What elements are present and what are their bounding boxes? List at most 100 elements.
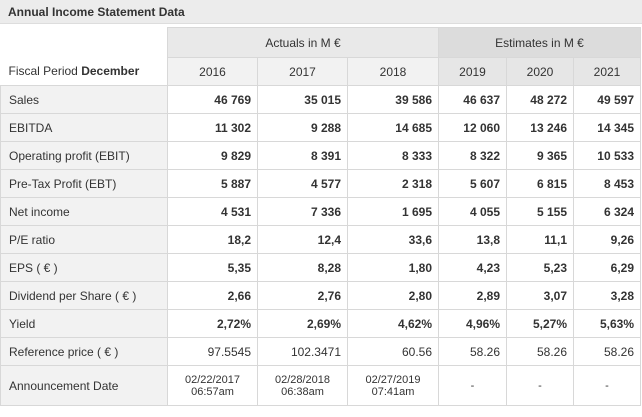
value-cell: 5 887 — [167, 169, 258, 198]
value-cell: 6 815 — [506, 169, 574, 198]
time-text: 06:38am — [281, 385, 324, 398]
row-label: Reference price ( € ) — [0, 337, 168, 366]
row-label: Yield — [0, 309, 168, 338]
value-cell: 8 453 — [573, 169, 641, 198]
data-row: Announcement Date 02/22/2017 06:57am 02/28/… — [0, 365, 641, 406]
year-header: 2018 — [347, 57, 439, 86]
year-header: 2021 — [573, 57, 641, 86]
value-cell: 2,72% — [167, 309, 258, 338]
data-row: Dividend per Share ( € ) 2,66 2,76 2,80 2,89… — [0, 281, 641, 310]
value-cell: 5,35 — [167, 253, 258, 282]
data-row: EPS ( € ) 5,35 8,28 1,80 4,23 5,23 6,29 — [0, 253, 641, 282]
row-label: EBITDA — [0, 113, 168, 142]
value-cell: 58.26 — [438, 337, 507, 366]
value-cell: - — [438, 365, 507, 406]
value-cell: 1 695 — [347, 197, 439, 226]
date-cell: 02/27/2019 07:41am — [347, 365, 439, 406]
group-header: Actuals in M € — [167, 27, 439, 58]
value-cell: 14 685 — [347, 113, 439, 142]
row-label: Pre-Tax Profit (EBT) — [0, 169, 168, 198]
income-table: Actuals in M € Estimates in M € Fiscal Per… — [0, 27, 641, 406]
value-cell: 7 336 — [257, 197, 348, 226]
data-row: P/E ratio 18,2 12,4 33,6 13,8 11,1 9,26 — [0, 225, 641, 254]
row-label: Operating profit (EBIT) — [0, 141, 168, 170]
value-cell: 5 155 — [506, 197, 574, 226]
value-cell: 12,4 — [257, 225, 348, 254]
value-cell: 2 318 — [347, 169, 439, 198]
value-cell: 2,76 — [257, 281, 348, 310]
data-row: Sales 46 769 35 015 39 586 46 637 48 272 49 59… — [0, 85, 641, 114]
value-cell: 46 769 — [167, 85, 258, 114]
value-cell: 18,2 — [167, 225, 258, 254]
row-label: P/E ratio — [0, 225, 168, 254]
value-cell: 2,89 — [438, 281, 507, 310]
period-text: Fiscal Period — [8, 64, 78, 79]
value-cell: 13 246 — [506, 113, 574, 142]
value-cell: 11,1 — [506, 225, 574, 254]
row-label: EPS ( € ) — [0, 253, 168, 282]
value-cell: 4 055 — [438, 197, 507, 226]
group-header: Estimates in M € — [438, 27, 641, 58]
value-cell: 14 345 — [573, 113, 641, 142]
value-cell: 2,66 — [167, 281, 258, 310]
data-row: Pre-Tax Profit (EBT) 5 887 4 577 2 318 5 607… — [0, 169, 641, 198]
value-cell: 9 288 — [257, 113, 348, 142]
value-cell: 8 322 — [438, 141, 507, 170]
value-cell: 9 829 — [167, 141, 258, 170]
value-cell: 35 015 — [257, 85, 348, 114]
date-cell: 02/28/2018 06:38am — [257, 365, 348, 406]
date-text: 02/22/2017 — [184, 373, 241, 386]
value-cell: 3,07 — [506, 281, 574, 310]
value-cell: 48 272 — [506, 85, 574, 114]
data-row: EBITDA 11 302 9 288 14 685 12 060 13 246 14 34… — [0, 113, 641, 142]
value-cell: 5,23 — [506, 253, 574, 282]
date-cell: 02/22/2017 06:57am — [167, 365, 258, 406]
row-label: Sales — [0, 85, 168, 114]
period-label: Fiscal Period December — [0, 57, 168, 86]
value-cell: 8 391 — [257, 141, 348, 170]
value-cell: 11 302 — [167, 113, 258, 142]
year-header: 2016 — [167, 57, 258, 86]
time-text: 07:41am — [371, 385, 415, 398]
value-cell: 2,80 — [347, 281, 439, 310]
value-cell: 8 333 — [347, 141, 439, 170]
value-cell: 1,80 — [347, 253, 439, 282]
value-cell: 49 597 — [573, 85, 641, 114]
header-row: Actuals in M € Estimates in M € — [0, 27, 641, 58]
value-cell: 6,29 — [573, 253, 641, 282]
period-month: December — [81, 64, 140, 79]
value-cell: 4 531 — [167, 197, 258, 226]
value-cell: 97.5545 — [167, 337, 258, 366]
row-label: Announcement Date — [0, 365, 168, 406]
time-text: 06:57am — [191, 385, 234, 398]
year-header: 2017 — [257, 57, 348, 86]
value-cell: 10 533 — [573, 141, 641, 170]
value-cell: 3,28 — [573, 281, 641, 310]
value-cell: 39 586 — [347, 85, 439, 114]
value-cell: - — [506, 365, 574, 406]
value-cell: 4 577 — [257, 169, 348, 198]
value-cell: 9,26 — [573, 225, 641, 254]
value-cell: 4,62% — [347, 309, 439, 338]
value-cell: 6 324 — [573, 197, 641, 226]
value-cell: 60.56 — [347, 337, 439, 366]
data-row: Yield 2,72% 2,69% 4,62% 4,96% 5,27% 5,63% — [0, 309, 641, 338]
value-cell: 2,69% — [257, 309, 348, 338]
year-header: 2019 — [438, 57, 507, 86]
header-row: Fiscal Period December 2016 2017 2018 2019 20… — [0, 57, 641, 86]
value-cell: 4,96% — [438, 309, 507, 338]
value-cell: 58.26 — [506, 337, 574, 366]
value-cell: 4,23 — [438, 253, 507, 282]
row-label: Dividend per Share ( € ) — [0, 281, 168, 310]
date-text: 02/28/2018 — [274, 373, 331, 386]
year-header: 2020 — [506, 57, 574, 86]
value-cell: 58.26 — [573, 337, 641, 366]
value-cell: 102.3471 — [257, 337, 348, 366]
value-cell: 5,27% — [506, 309, 574, 338]
table-title: Annual Income Statement Data — [0, 0, 642, 24]
header-cell — [0, 27, 168, 58]
value-cell: 33,6 — [347, 225, 439, 254]
value-cell: 13,8 — [438, 225, 507, 254]
row-label: Net income — [0, 197, 168, 226]
